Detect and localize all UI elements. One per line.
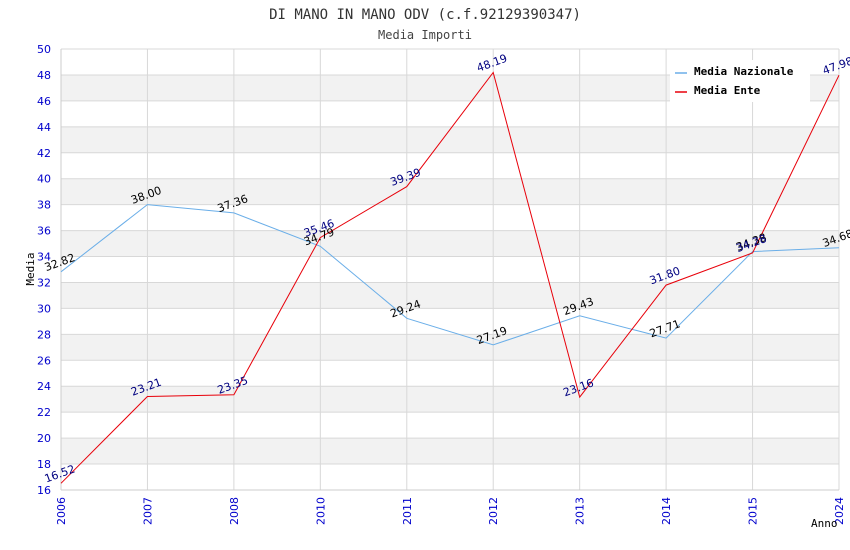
y-tick-label-26: 26 [37,354,51,367]
x-tick-label-2011: 2011 [401,497,414,525]
x-tick-label-2015: 2015 [747,497,760,525]
band-38-40 [61,178,839,205]
y-tick-label-36: 36 [37,225,51,238]
x-tick-label-2014: 2014 [660,497,673,525]
y-tick-label-46: 46 [37,95,51,108]
x-tick-label-2007: 2007 [141,497,154,525]
band-34-36 [61,230,839,257]
x-tick-label-2008: 2008 [228,497,241,525]
legend-label-media-nazionale: Media Nazionale [694,65,794,78]
legend: Media Nazionale Media Ente [670,60,810,102]
y-tick-label-42: 42 [37,147,51,160]
y-tick-label-24: 24 [37,380,51,393]
y-tick-label-32: 32 [37,276,51,289]
axes [60,49,839,491]
plot-background-bands [61,74,839,465]
band-18-20 [61,438,839,465]
y-tick-label-48: 48 [37,69,51,82]
y-tick-label-22: 22 [37,406,51,419]
legend-box [670,60,810,102]
y-tick-label-34: 34 [37,251,51,264]
series-line-media-nazionale [60,204,840,346]
y-tick-label-20: 20 [37,432,51,445]
series-lines [60,71,840,484]
x-tick-label-2024: 2024 [833,497,846,525]
band-42-44 [61,126,839,153]
band-30-32 [61,282,839,309]
y-axis-tick-labels: 16 18 20 22 24 26 28 30 32 34 36 38 40 42 44 46 48 50 [37,43,51,497]
y-tick-label-44: 44 [37,121,51,134]
y-tick-label-28: 28 [37,328,51,341]
y-tick-label-16: 16 [37,484,51,497]
x-tick-label-2010: 2010 [314,497,327,525]
x-axis-tick-labels: 2006 2007 2008 2010 2011 2012 2013 2014 2015 2024 [55,497,846,525]
data-label-media-ente-2012: 48.19 [475,52,509,75]
band-22-24 [61,386,839,413]
x-axis-label: Anno [811,517,838,530]
x-tick-label-2006: 2006 [55,497,68,525]
y-tick-label-38: 38 [37,199,51,212]
gridlines [60,48,840,491]
y-tick-label-30: 30 [37,302,51,315]
x-tick-label-2013: 2013 [574,497,587,525]
legend-label-media-ente: Media Ente [694,84,761,97]
data-label-media-ente-2024: 47.98 [821,54,850,77]
y-tick-label-50: 50 [37,43,51,56]
x-tick-label-2012: 2012 [487,497,500,525]
band-26-28 [61,334,839,361]
y-axis-label: Media [24,252,37,285]
chart-subtitle: Media Importi [378,28,472,42]
y-tick-label-18: 18 [37,458,51,471]
y-tick-label-40: 40 [37,173,51,186]
series-line-media-ente [60,71,840,484]
chart-title: DI MANO IN MANO ODV (c.f.92129390347) [269,7,581,23]
